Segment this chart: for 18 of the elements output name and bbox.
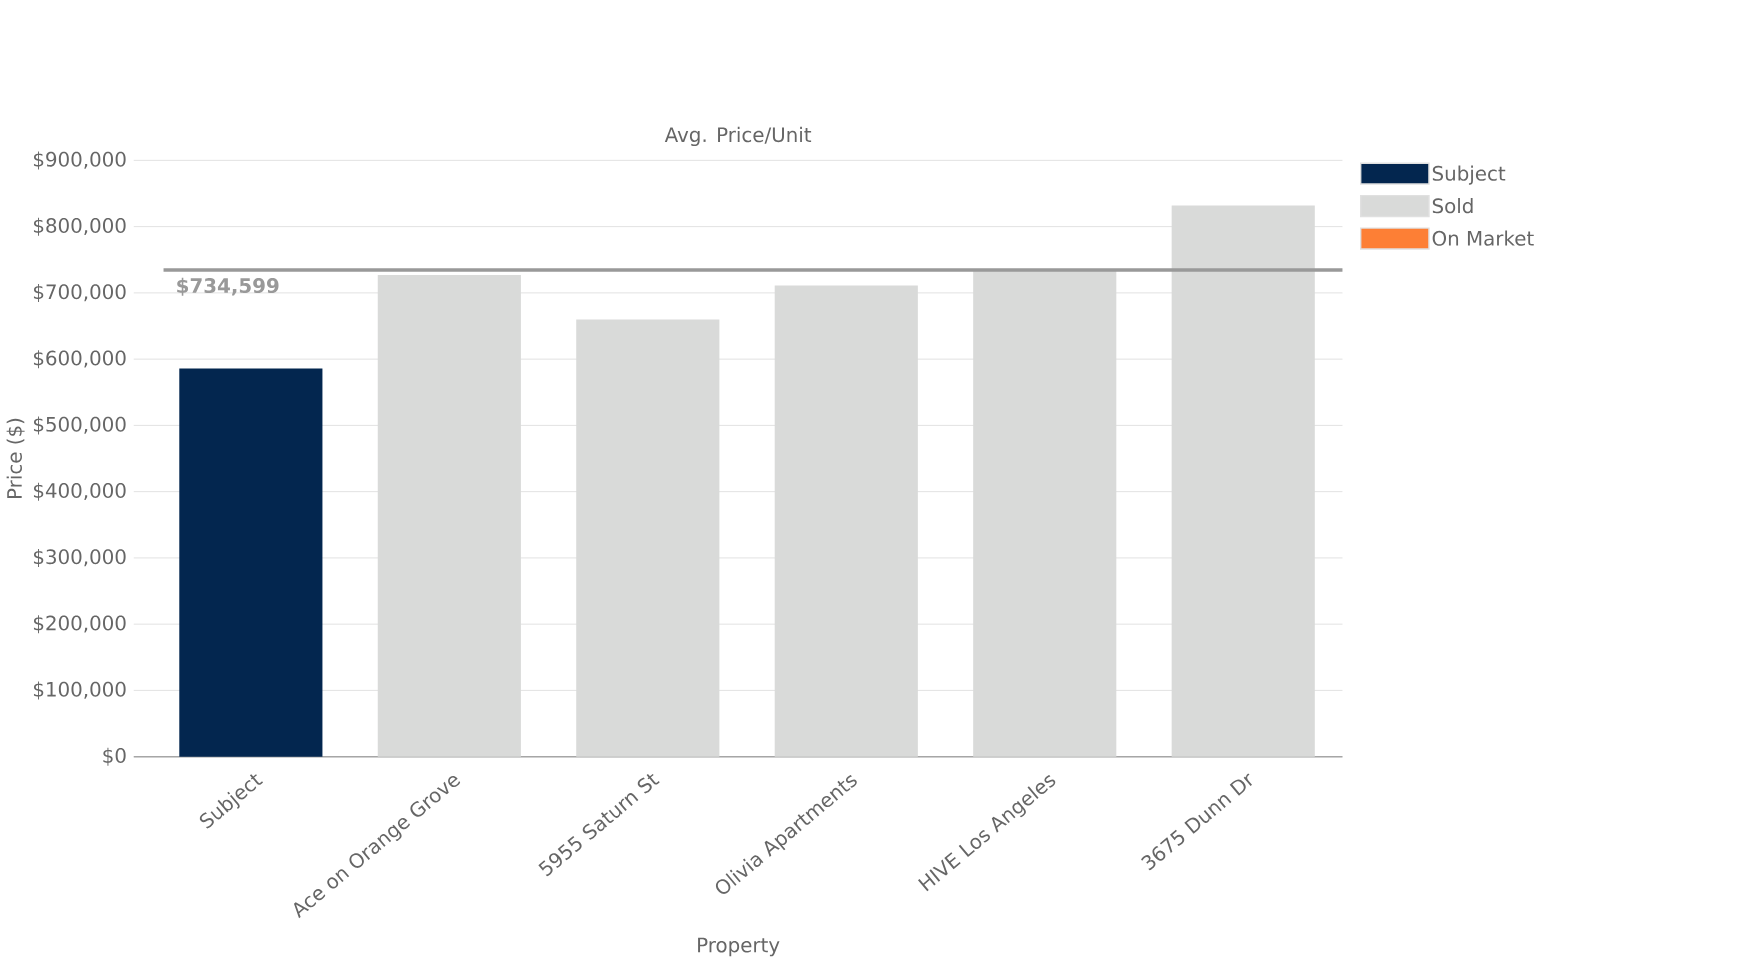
y-tick-label: $0 xyxy=(103,747,126,766)
y-tick-label: $300,000 xyxy=(33,548,126,567)
y-tick-label: $200,000 xyxy=(33,615,126,634)
y-tick-label: $700,000 xyxy=(33,283,126,302)
y-tick-label: $900,000 xyxy=(33,151,126,170)
x-axis-title: Property xyxy=(698,937,780,957)
legend-label: Subject xyxy=(1432,165,1506,185)
ref-line-label: $734,599 xyxy=(177,277,279,296)
y-tick-label: $400,000 xyxy=(33,482,126,501)
bar xyxy=(179,368,323,757)
legend-label: On Market xyxy=(1432,230,1534,246)
chart-title: Avg. Price/Unit xyxy=(664,126,812,147)
y-tick-label: $800,000 xyxy=(33,217,126,236)
y-tick-label: $500,000 xyxy=(33,416,126,435)
y-axis-title: Price ($) xyxy=(6,418,25,499)
y-tick-label: $600,000 xyxy=(33,350,126,369)
legend-label: Sold xyxy=(1432,198,1473,214)
y-tick-label: $100,000 xyxy=(33,681,126,700)
